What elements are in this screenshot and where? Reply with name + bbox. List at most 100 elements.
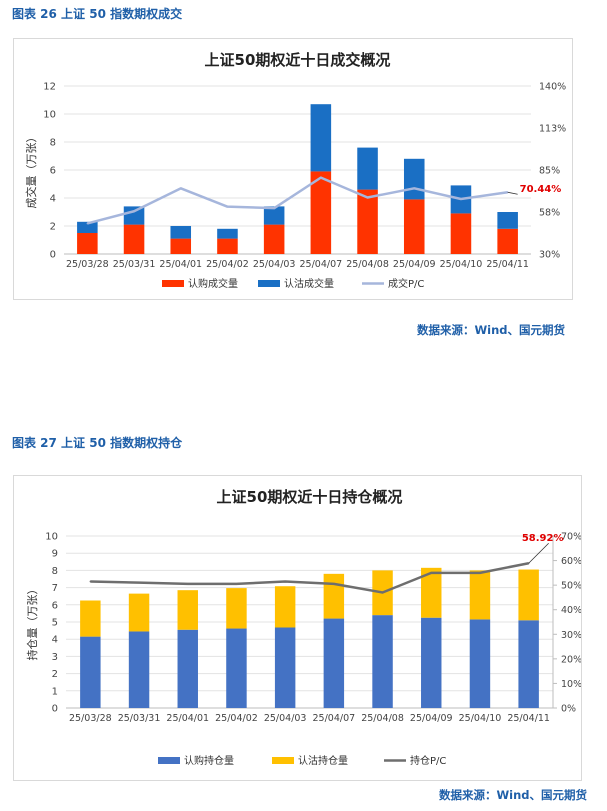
pc-ratio-point <box>138 581 140 584</box>
x-tick-label: 25/04/01 <box>159 259 202 270</box>
call-bar <box>170 238 192 254</box>
y-tick-label: 6 <box>50 166 56 177</box>
source-note-1: 数据来源：Wind、国元期货 <box>416 323 565 337</box>
pc-ratio-point <box>284 580 286 583</box>
y-tick-label: 8 <box>52 566 58 577</box>
x-tick-label: 25/04/02 <box>206 259 249 270</box>
y2-tick-label: 70% <box>561 532 581 543</box>
call-bar <box>77 233 98 254</box>
pc-ratio-point <box>226 205 229 208</box>
annotation-label: 58.92% <box>522 533 564 544</box>
x-tick-label: 25/04/08 <box>346 259 389 270</box>
pc-ratio-point <box>366 196 369 199</box>
x-tick-label: 25/04/07 <box>300 259 343 270</box>
annotation-leader-line <box>528 542 549 564</box>
x-tick-label: 25/03/31 <box>118 713 161 724</box>
legend-label: 认购持仓量 <box>184 754 234 767</box>
y2-tick-label: 58% <box>539 208 560 219</box>
x-tick-label: 25/04/10 <box>440 259 483 270</box>
call-bar <box>372 615 393 708</box>
y2-tick-label: 40% <box>561 605 581 616</box>
call-bar <box>310 171 332 254</box>
call-bar <box>177 629 198 708</box>
put-bar <box>263 206 285 225</box>
x-tick-label: 25/04/07 <box>313 713 356 724</box>
y-tick-label: 4 <box>52 635 58 646</box>
y2-tick-label: 0% <box>561 704 576 715</box>
pc-ratio-point <box>186 583 189 585</box>
put-bar <box>177 590 198 630</box>
put-bar <box>226 588 247 629</box>
legend-label: 认沽持仓量 <box>298 754 348 767</box>
chart-1-container: 上证50期权近十日成交概况 0 2 4 6 8 10 12 30% 58% 85% 113% 140% 成… <box>13 38 573 300</box>
put-bar <box>421 567 442 618</box>
legend-label: 认沽成交量 <box>284 277 334 290</box>
pc-ratio-point <box>133 210 135 213</box>
put-bar <box>128 593 150 632</box>
x-tick-label: 25/04/01 <box>166 713 209 724</box>
y2-tick-label: 85% <box>539 166 560 177</box>
x-tick-label: 25/04/11 <box>486 259 529 270</box>
y-tick-label: 10 <box>45 532 58 543</box>
call-bar <box>226 628 247 708</box>
y-tick-label: 6 <box>52 600 58 611</box>
legend-label: 成交P/C <box>388 277 424 290</box>
call-bar <box>450 213 472 254</box>
y2-tick-label: 50% <box>561 581 581 592</box>
pc-ratio-point <box>333 583 335 585</box>
legend-swatch <box>272 757 294 764</box>
pc-ratio-point <box>320 176 322 179</box>
put-bar <box>469 570 491 620</box>
put-bar <box>274 586 296 628</box>
legend-swatch <box>258 280 280 287</box>
legend-label: 持仓P/C <box>410 754 446 767</box>
pc-ratio-point <box>381 591 384 594</box>
x-tick-label: 25/04/03 <box>253 259 296 270</box>
legend-label: 认购成交量 <box>188 277 238 290</box>
x-tick-label: 25/04/03 <box>264 713 307 724</box>
y2-tick-label: 113% <box>539 124 566 135</box>
x-tick-label: 25/04/10 <box>459 713 502 724</box>
call-bar <box>357 189 378 254</box>
call-bar <box>323 618 345 708</box>
call-bar <box>497 228 518 254</box>
call-bar <box>263 224 285 254</box>
put-bar <box>170 226 192 239</box>
y-tick-label: 12 <box>43 82 56 93</box>
x-tick-label: 25/03/28 <box>66 259 109 270</box>
put-bar <box>77 221 98 233</box>
y-tick-label: 3 <box>52 652 58 663</box>
y-tick-label: 0 <box>52 704 58 715</box>
chart-2: 上证50期权近十日持仓概况 0 1 2 3 4 5 6 7 8 9 10 0% 10% 20% 30% 40% 5… <box>25 488 582 767</box>
pc-ratio-point <box>89 580 92 583</box>
put-bar <box>123 206 145 225</box>
call-bar <box>274 627 296 708</box>
y2-tick-label: 60% <box>561 556 581 567</box>
call-bar <box>403 199 425 254</box>
chart-title: 上证50期权近十日持仓概况 <box>217 488 403 506</box>
call-bar <box>421 617 442 708</box>
call-bar <box>128 631 150 708</box>
y-tick-label: 2 <box>50 222 56 233</box>
y-axis-label: 成交量（万张） <box>24 132 38 209</box>
pc-ratio-point <box>413 187 416 190</box>
pc-ratio-line <box>90 561 529 594</box>
pc-ratio-point <box>273 207 275 209</box>
put-bar <box>310 104 332 172</box>
put-bar <box>217 228 238 239</box>
legend-swatch <box>158 757 180 764</box>
y-tick-label: 0 <box>50 250 56 261</box>
y-tick-label: 10 <box>43 110 56 121</box>
pc-ratio-line <box>87 176 508 225</box>
call-bar <box>518 620 539 708</box>
x-tick-label: 25/04/02 <box>215 713 258 724</box>
y-tick-label: 8 <box>50 138 56 149</box>
y-tick-label: 5 <box>52 618 58 629</box>
put-bar <box>497 212 518 229</box>
figure-27-caption: 图表 27 上证 50 指数期权持仓 <box>12 436 183 450</box>
call-bar <box>217 238 238 254</box>
chart-2-container: 上证50期权近十日持仓概况 0 1 2 3 4 5 6 7 8 9 10 0% 10% 20% 30% 40% 5… <box>13 475 582 781</box>
figure-26-caption: 图表 26 上证 50 指数期权成交 <box>12 7 183 21</box>
put-bar <box>403 158 425 200</box>
y-tick-label: 4 <box>50 194 56 205</box>
